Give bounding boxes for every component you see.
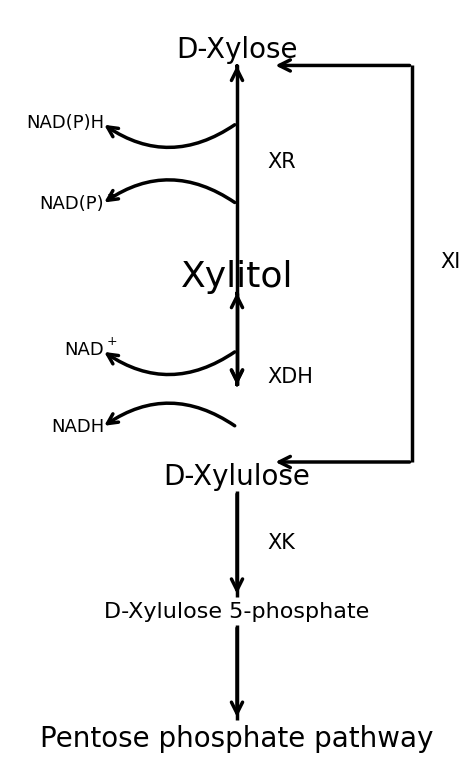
Text: NADH: NADH xyxy=(51,418,104,437)
Text: D-Xylose: D-Xylose xyxy=(176,36,298,64)
Text: D-Xylulose 5-phosphate: D-Xylulose 5-phosphate xyxy=(104,602,370,622)
Text: NAD: NAD xyxy=(64,341,104,360)
Text: +: + xyxy=(107,189,117,201)
Text: NAD(P)H: NAD(P)H xyxy=(26,114,104,132)
Text: Xylitol: Xylitol xyxy=(181,260,293,294)
Text: +: + xyxy=(107,335,117,347)
Text: D-Xylulose: D-Xylulose xyxy=(164,464,310,491)
Text: Pentose phosphate pathway: Pentose phosphate pathway xyxy=(40,725,434,753)
Text: XK: XK xyxy=(268,533,296,553)
Text: NAD(P): NAD(P) xyxy=(40,195,104,213)
Text: XI: XI xyxy=(441,252,461,272)
Text: XDH: XDH xyxy=(268,367,314,387)
Text: XR: XR xyxy=(268,152,296,172)
